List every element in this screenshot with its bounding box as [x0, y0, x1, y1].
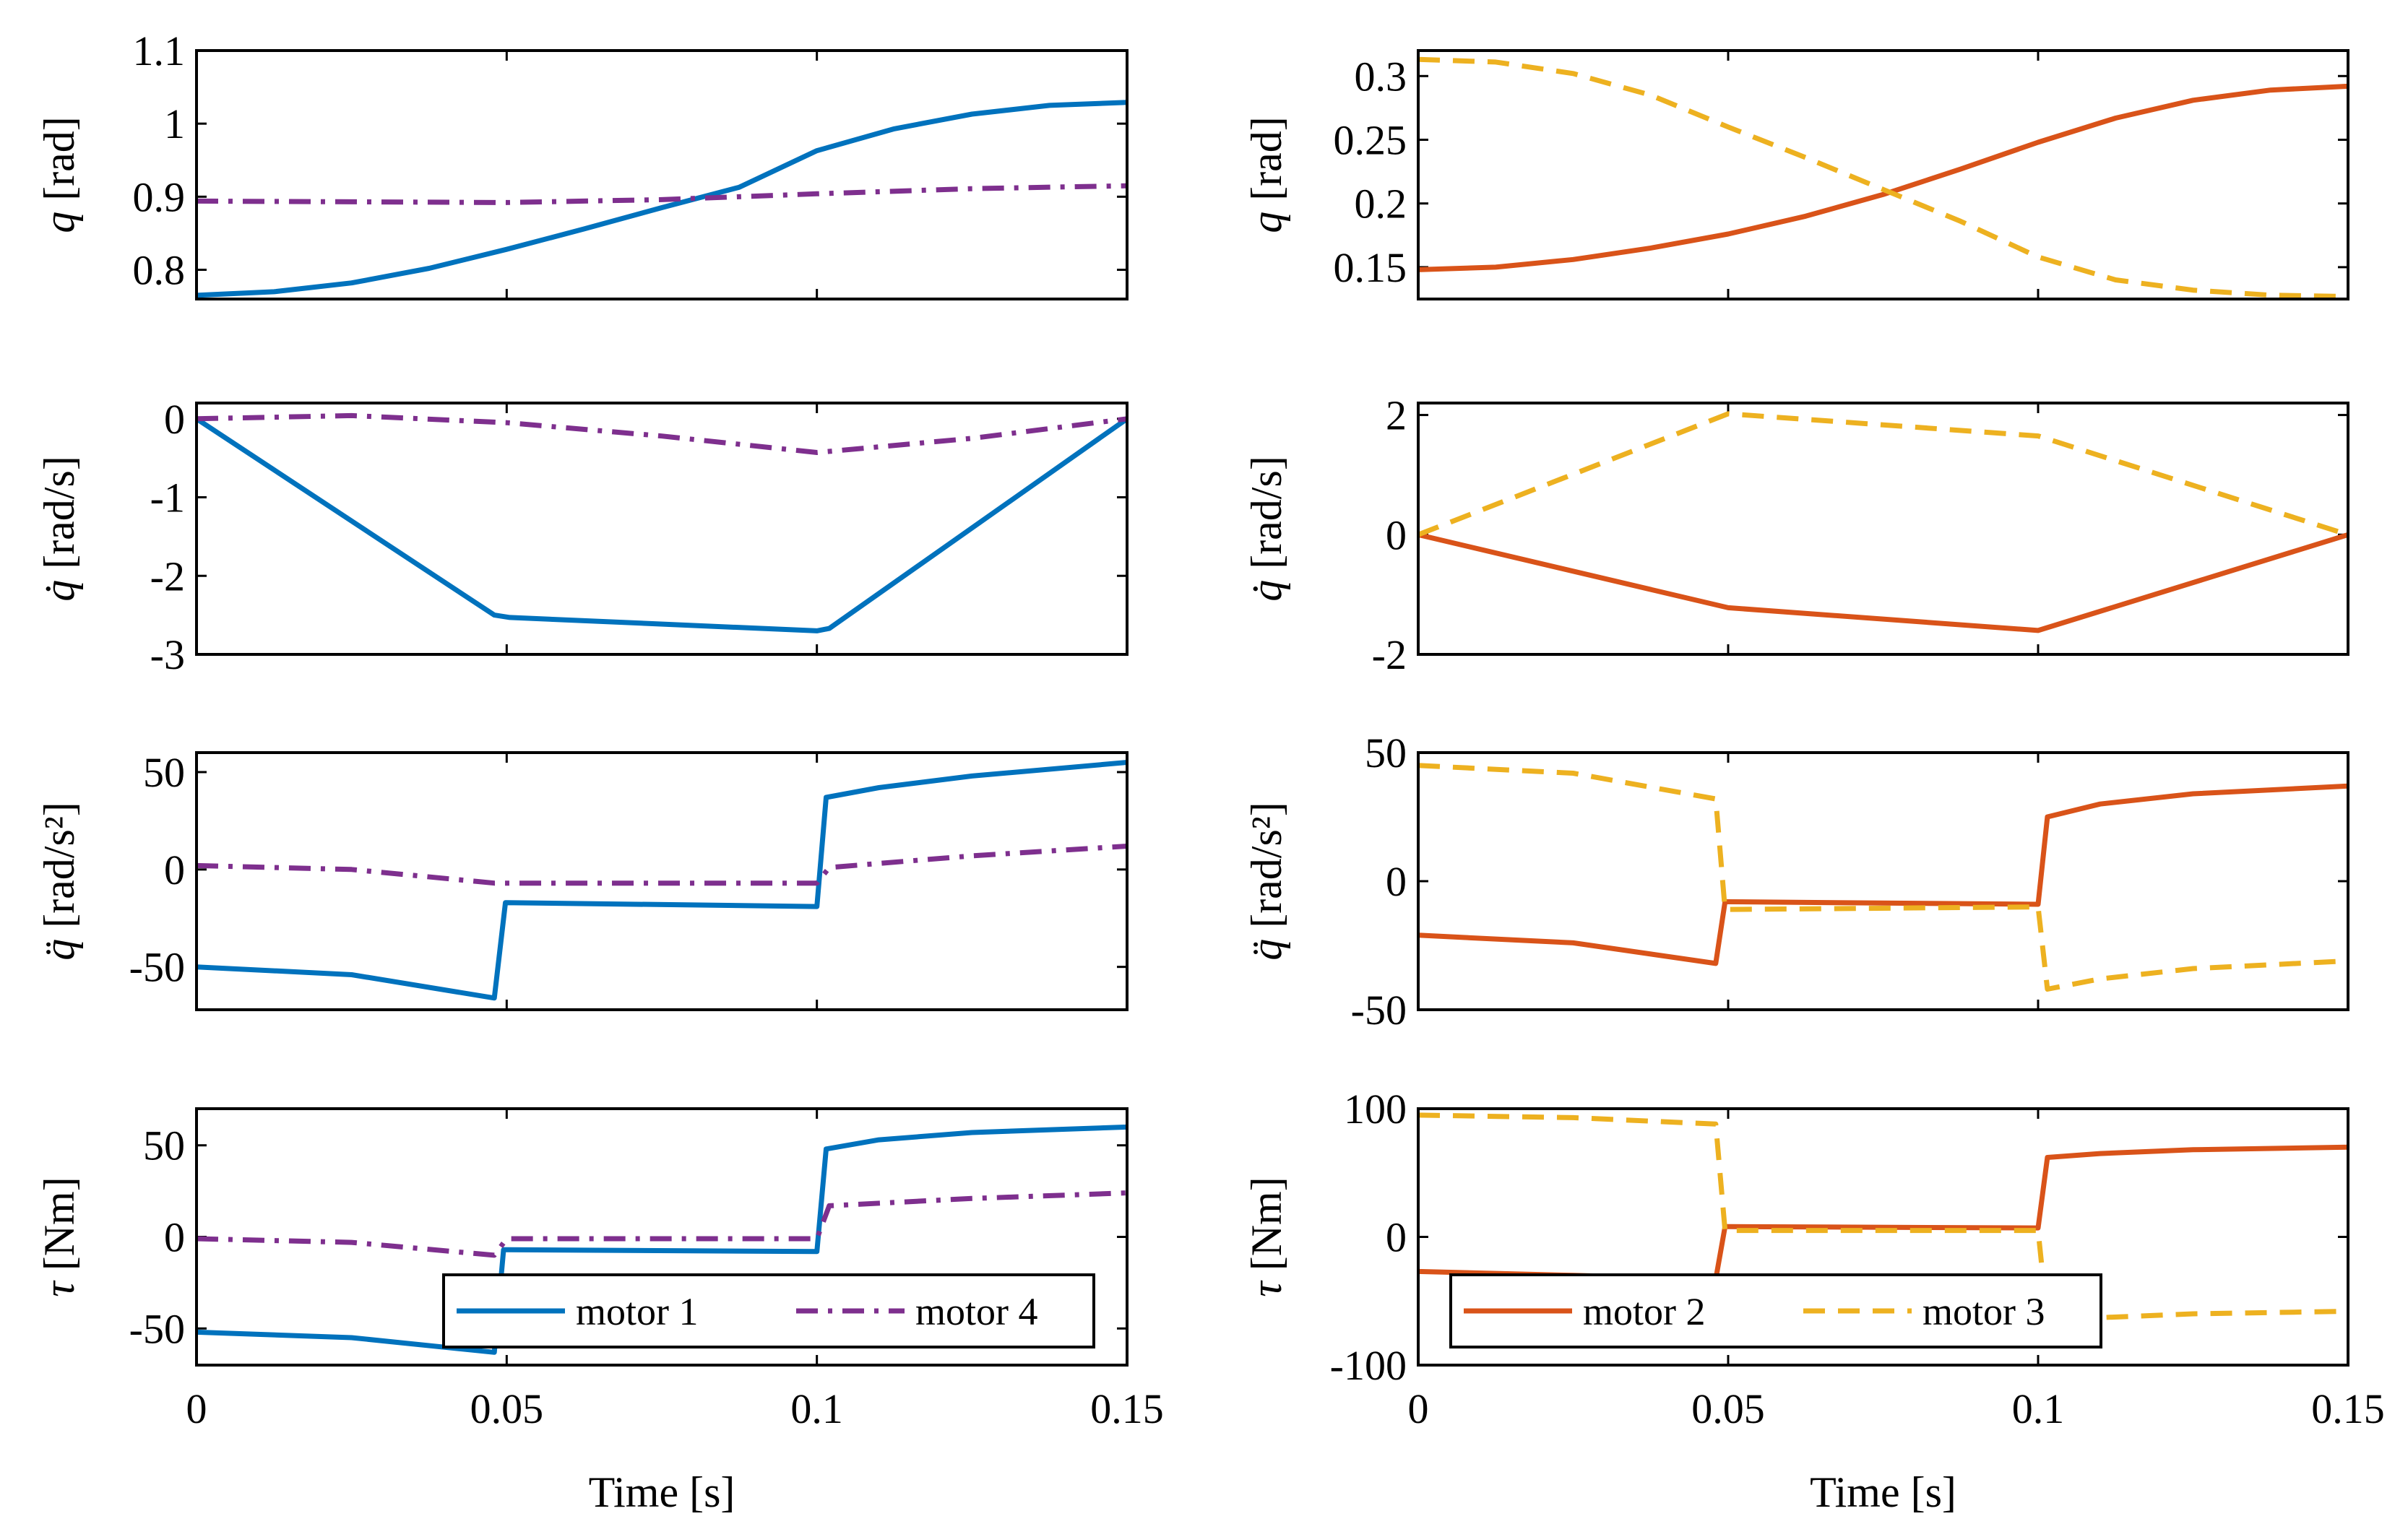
x-axis-label-right: Time [s] [1810, 1468, 1956, 1516]
series-line-motor-3 [1418, 56, 2348, 299]
y-tick-label: 0 [1386, 1214, 1407, 1261]
legend-label-motor-3: motor 3 [1922, 1290, 2045, 1333]
y-axis-label: q̇ [rad/s] [1243, 456, 1290, 602]
legend-label-motor-2: motor 2 [1583, 1290, 1706, 1333]
y-tick-label: 50 [1365, 729, 1407, 776]
series-line-motor-2 [1418, 83, 2348, 272]
series-line-motor-2 [1418, 532, 2348, 633]
series-line-motor-3 [1418, 411, 2348, 537]
axes-box [195, 49, 1129, 300]
series-line-motor-2 [1418, 1144, 2348, 1282]
y-tick-label: 50 [143, 749, 185, 796]
series-line-motor-1 [197, 1124, 1127, 1355]
series-line-motor-1 [197, 100, 1127, 298]
subplot-qdd-right: -50 0 50 q̈ [rad/s²] [1243, 729, 2349, 1034]
x-axis-label-left: Time [s] [589, 1468, 735, 1516]
legend-right: motor 2 motor 3 [1449, 1273, 2102, 1348]
subplot-qd-left: -3 -2 -1 0 q̇ [rad/s] [35, 396, 1129, 678]
y-tick-label: 0.9 [133, 173, 186, 220]
y-tick-label: -50 [129, 1305, 185, 1352]
y-tick-label: -2 [1372, 631, 1407, 678]
axes-box [195, 1107, 1129, 1367]
y-tick-label: 0 [164, 847, 185, 893]
y-tick-label: 0.2 [1355, 181, 1407, 228]
series-line-motor-1 [197, 760, 1127, 1001]
axes-box [1417, 402, 2349, 656]
subplot-qdd-left: -50 0 50 q̈ [rad/s²] [35, 749, 1129, 1011]
subplot-q-right: 0.15 0.2 0.25 0.3 q [rad] [1243, 49, 2349, 300]
x-tick-label: 0.1 [2012, 1385, 2065, 1432]
y-axis-label: q [rad] [1243, 116, 1290, 233]
y-tick-label: 0.15 [1334, 244, 1407, 291]
y-axis-label: τ [Nm] [35, 1177, 83, 1296]
subplot-q-left: 0.8 0.9 1 1.1 q [rad] [35, 27, 1129, 300]
x-tick-label: 0 [1408, 1385, 1429, 1432]
series-line-motor-4 [197, 183, 1127, 205]
axes-box [1417, 49, 2349, 300]
y-tick-label: -50 [129, 944, 185, 991]
x-tick-label: 0.1 [790, 1385, 843, 1432]
series-line-motor-4 [197, 412, 1127, 455]
x-tick-label: 0.15 [1090, 1385, 1164, 1432]
legend-label-motor-1: motor 1 [576, 1290, 699, 1333]
y-tick-label: 0.25 [1334, 116, 1407, 163]
y-tick-label: 1 [164, 100, 185, 147]
x-tick-label: 0.05 [470, 1385, 544, 1432]
x-axis-labels: Time [s] Time [s] [589, 1468, 1956, 1516]
y-axis-label: q̈ [rad/s²] [35, 802, 83, 961]
y-axis-label: q̇ [rad/s] [35, 456, 83, 602]
y-tick-label: 0 [164, 396, 185, 443]
axes-box [195, 751, 1129, 1011]
series-line-motor-4 [197, 1190, 1127, 1258]
series-line-motor-4 [197, 844, 1127, 886]
y-tick-label: 0 [164, 1214, 185, 1261]
y-tick-label: 0 [1386, 858, 1407, 905]
y-tick-label: -100 [1330, 1342, 1407, 1389]
y-tick-label: -1 [150, 475, 185, 521]
y-tick-label: -3 [150, 631, 185, 678]
x-tick-label: 0 [186, 1385, 207, 1432]
y-tick-label: 0.3 [1355, 53, 1407, 100]
series-line-motor-2 [1418, 783, 2348, 966]
y-axis-label: q̈ [rad/s²] [1243, 802, 1290, 961]
subplot-qd-right: -2 0 2 q̇ [rad/s] [1243, 392, 2349, 678]
y-tick-label: 2 [1386, 392, 1407, 439]
axes-box [1417, 1107, 2349, 1367]
y-tick-label: 0 [1386, 511, 1407, 558]
y-tick-label: -2 [150, 553, 185, 599]
y-tick-label: 100 [1344, 1086, 1407, 1133]
y-axis-label: τ [Nm] [1243, 1177, 1290, 1296]
series-line-motor-1 [197, 416, 1127, 633]
y-tick-label: 1.1 [133, 27, 186, 74]
subplot-grid: 0.8 0.9 1 1.1 q [rad] 0.15 0.2 0.25 0.3 q [rad] -3… [35, 27, 2385, 1432]
axes-box [195, 402, 1129, 656]
series-line-motor-3 [1418, 1112, 2348, 1323]
y-tick-label: -50 [1351, 987, 1407, 1034]
x-tick-label: 0.15 [2311, 1385, 2385, 1432]
legend-left: motor 1 motor 4 [442, 1273, 1095, 1348]
y-axis-label: q [rad] [35, 116, 83, 233]
axes-box [1417, 751, 2349, 1011]
y-tick-label: 50 [143, 1122, 185, 1169]
series-line-motor-3 [1418, 763, 2348, 992]
legend-label-motor-4: motor 4 [915, 1290, 1038, 1333]
y-tick-label: 0.8 [133, 247, 186, 294]
x-tick-label: 0.05 [1691, 1385, 1765, 1432]
